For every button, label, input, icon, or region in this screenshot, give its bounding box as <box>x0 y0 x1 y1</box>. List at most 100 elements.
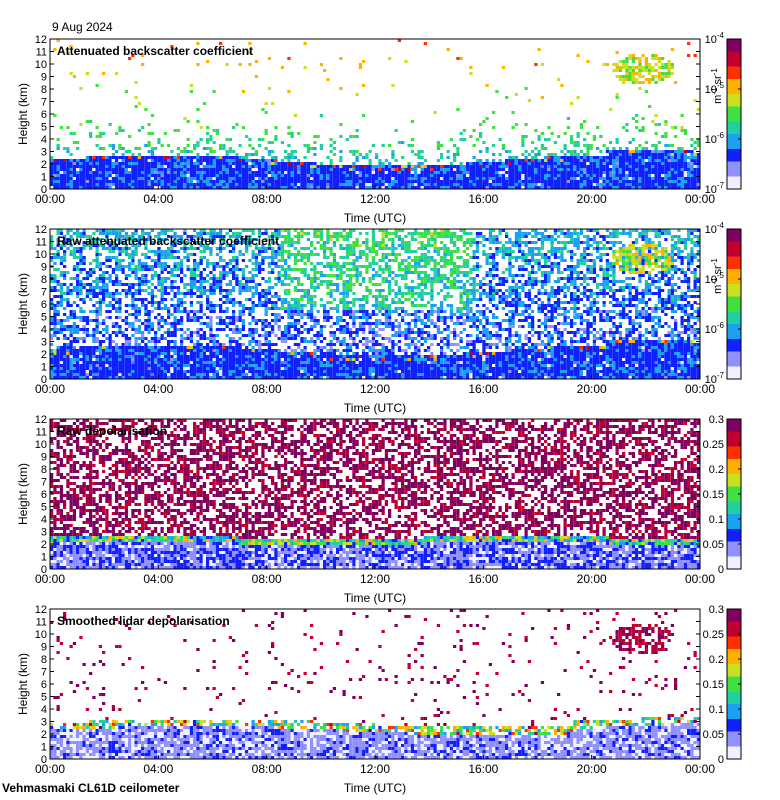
heatmap-cell <box>66 247 70 250</box>
heatmap-cell <box>622 180 626 183</box>
heatmap-cell <box>381 183 385 186</box>
heatmap-cell <box>225 174 229 177</box>
heatmap-cell <box>524 171 528 174</box>
heatmap-cell <box>264 174 268 177</box>
heatmap-cell <box>661 63 665 66</box>
heatmap-cell <box>82 298 86 301</box>
heatmap-cell <box>570 135 574 138</box>
heatmap-cell <box>206 171 210 174</box>
heatmap-cell <box>592 174 597 177</box>
heatmap-cell <box>59 361 64 364</box>
heatmap-cell <box>576 132 580 135</box>
heatmap-cell <box>453 159 457 162</box>
heatmap-cell <box>599 174 603 177</box>
colorbar-swatch <box>727 176 741 180</box>
heatmap-cell <box>358 177 363 180</box>
heatmap-cell <box>102 165 106 168</box>
heatmap-cell <box>560 84 564 87</box>
heatmap-cell <box>297 162 301 165</box>
heatmap-cell <box>238 292 242 295</box>
heatmap-cell <box>121 271 125 274</box>
heatmap-cell <box>150 150 155 153</box>
heatmap-cell <box>566 156 571 159</box>
heatmap-cell <box>586 162 590 165</box>
heatmap-cell <box>85 277 90 280</box>
heatmap-cell <box>79 361 83 364</box>
heatmap-cell <box>160 376 164 379</box>
heatmap-cell <box>219 289 223 292</box>
heatmap-cell <box>206 280 210 283</box>
heatmap-cell <box>495 90 499 93</box>
heatmap-cell <box>199 343 203 346</box>
heatmap-cell <box>186 162 190 165</box>
heatmap-cell <box>254 355 259 358</box>
heatmap-cell <box>72 180 77 183</box>
heatmap-cell <box>605 180 610 183</box>
heatmap-cell <box>326 174 330 177</box>
heatmap-cell <box>232 265 236 268</box>
heatmap-cell <box>687 159 691 162</box>
heatmap-cell <box>469 66 473 69</box>
heatmap-cell <box>115 373 119 376</box>
heatmap-cell <box>459 174 463 177</box>
heatmap-cell <box>635 78 639 81</box>
heatmap-cell <box>212 159 216 162</box>
heatmap-cell <box>514 180 519 183</box>
heatmap-cell <box>537 183 541 186</box>
heatmap-cell <box>102 280 106 283</box>
heatmap-cell <box>118 186 122 189</box>
heatmap-cell <box>121 265 125 268</box>
heatmap-cell <box>121 247 125 250</box>
heatmap-cell <box>209 286 213 289</box>
heatmap-cell <box>199 256 203 259</box>
heatmap-cell <box>524 183 528 186</box>
heatmap-cell <box>319 180 324 183</box>
heatmap-cell <box>170 286 174 289</box>
heatmap-cell <box>222 370 226 373</box>
heatmap-cell <box>199 229 203 232</box>
heatmap-cell <box>82 159 86 162</box>
heatmap-cell <box>98 310 103 313</box>
heatmap-cell <box>251 292 255 295</box>
heatmap-cell <box>115 235 119 238</box>
heatmap-cell <box>371 168 376 171</box>
heatmap-cell <box>189 165 194 168</box>
heatmap-cell <box>53 168 57 171</box>
heatmap-cell <box>654 123 658 126</box>
heatmap-cell <box>245 361 249 364</box>
heatmap-cell <box>238 313 242 316</box>
heatmap-cell <box>180 361 184 364</box>
heatmap-cell <box>355 183 359 186</box>
heatmap-cell <box>173 352 177 355</box>
heatmap-cell <box>693 171 697 174</box>
heatmap-cell <box>225 301 229 304</box>
heatmap-cell <box>154 186 158 189</box>
heatmap-cell <box>163 168 168 171</box>
heatmap-cell <box>586 150 590 153</box>
heatmap-cell <box>456 108 460 111</box>
heatmap-cell <box>134 358 138 361</box>
heatmap-cell <box>131 162 135 165</box>
heatmap-cell <box>157 241 161 244</box>
heatmap-cell <box>599 150 603 153</box>
heatmap-cell <box>92 268 96 271</box>
heatmap-cell <box>147 313 151 316</box>
heatmap-cell <box>245 307 249 310</box>
heatmap-cell <box>696 153 701 156</box>
heatmap-cell <box>137 174 142 177</box>
heatmap-cell <box>462 165 467 168</box>
heatmap-cell <box>456 168 460 171</box>
heatmap-cell <box>131 256 135 259</box>
heatmap-cell <box>53 370 57 373</box>
heatmap-cell <box>72 322 77 325</box>
heatmap-cell <box>427 174 431 177</box>
heatmap-cell <box>95 229 99 232</box>
heatmap-cell <box>50 370 54 373</box>
heatmap-cell <box>108 174 112 177</box>
heatmap-cell <box>131 307 135 310</box>
heatmap-cell <box>488 186 493 189</box>
heatmap-cell <box>492 180 496 183</box>
heatmap-cell <box>115 322 119 325</box>
heatmap-cell <box>638 180 642 183</box>
heatmap-cell <box>563 144 567 147</box>
